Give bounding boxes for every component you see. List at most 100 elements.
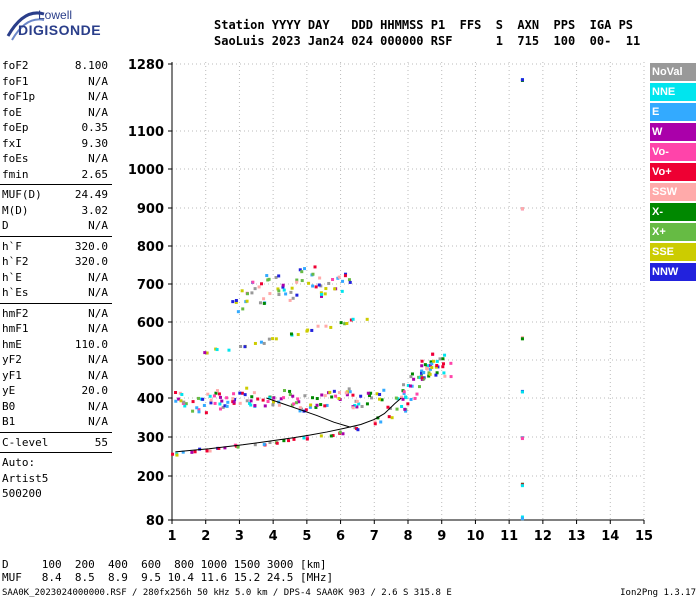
data-point <box>260 282 264 286</box>
data-point <box>443 374 447 378</box>
data-point <box>360 404 364 408</box>
param-row: D N/A <box>0 218 112 234</box>
data-point <box>215 389 219 393</box>
data-point <box>402 390 406 394</box>
x-tick-label: 1 <box>167 529 176 544</box>
data-point <box>249 399 253 403</box>
data-point <box>434 365 438 369</box>
data-point <box>297 400 301 404</box>
param-name: foF1p <box>2 90 36 103</box>
data-point <box>245 386 249 390</box>
data-point <box>209 401 213 405</box>
data-point <box>423 363 427 367</box>
param-value: N/A <box>88 90 108 103</box>
data-point <box>238 401 242 405</box>
param-row: hmF1 N/A <box>0 321 112 337</box>
x-tick-label: 5 <box>302 529 311 544</box>
data-point <box>351 317 355 321</box>
y-tick-label: 1000 <box>128 163 164 178</box>
data-point <box>386 405 390 409</box>
data-point <box>209 398 213 402</box>
legend-item-vo: Vo- <box>650 143 696 161</box>
data-point <box>339 321 343 325</box>
data-point <box>443 353 447 357</box>
param-value: 9.30 <box>81 136 109 150</box>
data-point <box>215 348 219 352</box>
param-row: M(D) 3.02 <box>0 203 112 219</box>
data-point <box>217 392 221 396</box>
param-row: B1 N/A <box>0 414 112 430</box>
data-point <box>203 351 207 355</box>
data-point <box>245 292 249 296</box>
param-separator <box>0 302 112 304</box>
data-point <box>274 276 278 280</box>
data-point <box>277 403 281 407</box>
data-point <box>390 416 394 420</box>
data-point <box>174 391 178 395</box>
data-point <box>409 375 413 379</box>
autoscale-line3: 500200 <box>2 487 42 500</box>
data-point <box>197 410 201 414</box>
data-point <box>275 441 279 445</box>
param-name: fxI <box>2 136 22 150</box>
data-point <box>268 441 272 445</box>
data-point <box>435 364 439 368</box>
data-point <box>406 384 410 388</box>
param-row: foEp 0.35 <box>0 120 112 136</box>
data-point <box>231 397 235 401</box>
data-point <box>298 409 302 413</box>
data-point <box>253 443 257 447</box>
data-point <box>353 426 357 430</box>
data-point <box>190 450 194 454</box>
logo-line1: Lowell <box>38 8 73 22</box>
param-name: foE <box>2 105 22 119</box>
data-point <box>402 391 406 395</box>
data-point <box>239 344 243 348</box>
data-point <box>205 351 209 355</box>
data-point <box>208 394 212 398</box>
data-point <box>195 406 199 410</box>
data-point <box>318 276 322 280</box>
data-point <box>323 292 327 296</box>
data-point <box>417 385 421 389</box>
param-value: 2.65 <box>81 167 109 181</box>
ionogram-trace-line <box>175 397 402 453</box>
data-point <box>240 289 244 293</box>
data-point <box>315 403 319 407</box>
data-point <box>271 403 275 407</box>
data-point <box>431 352 435 356</box>
data-point <box>303 394 307 398</box>
data-point <box>302 436 306 440</box>
data-point <box>402 383 406 387</box>
data-point <box>182 400 186 404</box>
data-point <box>223 446 227 450</box>
y-tick-label: 300 <box>137 431 164 446</box>
param-value: 320.0 <box>74 255 108 268</box>
data-point <box>378 392 382 396</box>
data-point <box>295 293 299 297</box>
data-point <box>171 452 175 456</box>
data-point <box>262 341 266 345</box>
y-tick-label: 80 <box>146 514 164 529</box>
data-point <box>277 274 281 278</box>
data-point <box>258 301 262 305</box>
legend-item-nne: NNE <box>650 83 696 101</box>
param-value: 110.0 <box>74 337 108 351</box>
data-point <box>289 290 293 294</box>
param-name: fmin <box>2 167 29 181</box>
x-tick-label: 8 <box>403 529 412 544</box>
data-point <box>276 287 280 291</box>
data-point <box>253 341 257 345</box>
data-point <box>337 397 341 401</box>
data-point <box>262 297 266 301</box>
y-tick-label: 1100 <box>128 125 164 140</box>
data-point <box>250 291 254 295</box>
data-point <box>347 387 351 391</box>
data-point <box>438 357 442 361</box>
param-value: N/A <box>88 270 108 284</box>
data-point <box>434 373 438 377</box>
data-point <box>382 388 386 392</box>
data-point <box>232 392 236 396</box>
data-point <box>221 405 225 409</box>
